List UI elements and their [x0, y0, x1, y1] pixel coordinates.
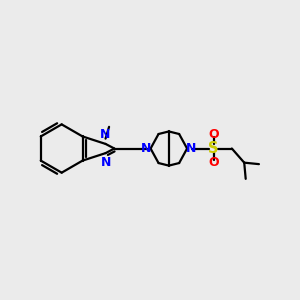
- Text: N: N: [141, 142, 152, 155]
- Text: N: N: [186, 142, 196, 155]
- Text: O: O: [208, 128, 219, 141]
- Text: N: N: [101, 156, 111, 169]
- Text: S: S: [208, 141, 219, 156]
- Text: O: O: [208, 156, 219, 169]
- Text: N: N: [100, 128, 111, 141]
